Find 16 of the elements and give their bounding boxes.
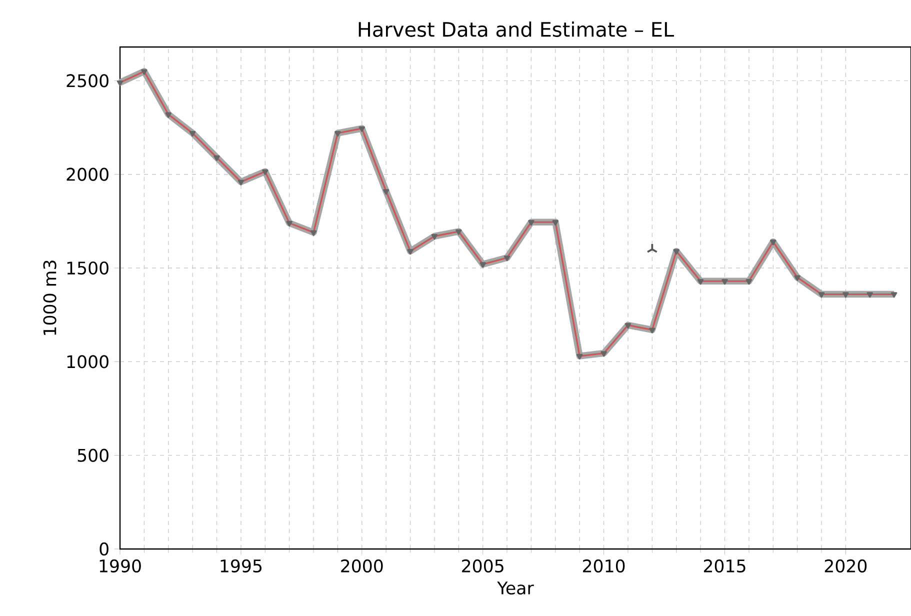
y-tick-label: 2500 [66, 74, 108, 88]
y-tick-label: 1500 [67, 261, 108, 275]
y-tick-label: 1000 [67, 355, 108, 368]
x-tick-label: 2010 [583, 559, 625, 573]
x-axis-title: Year [497, 582, 534, 595]
x-tick-label: 1990 [100, 559, 141, 573]
y-axis-title: 1000 m3 [43, 260, 56, 335]
x-tick-label: 2020 [824, 559, 867, 573]
x-tick-label: 2005 [462, 559, 504, 573]
chart-title: Harvest Data and Estimate – EL [358, 21, 674, 37]
y-tick-label: 2000 [66, 168, 108, 181]
x-tick-label: 2015 [704, 559, 746, 573]
x-tick-label: 1995 [220, 559, 262, 573]
y-tick-label: 500 [78, 448, 108, 462]
y-tick-label: 0 [100, 542, 108, 556]
x-tick-label: 2000 [341, 559, 383, 573]
